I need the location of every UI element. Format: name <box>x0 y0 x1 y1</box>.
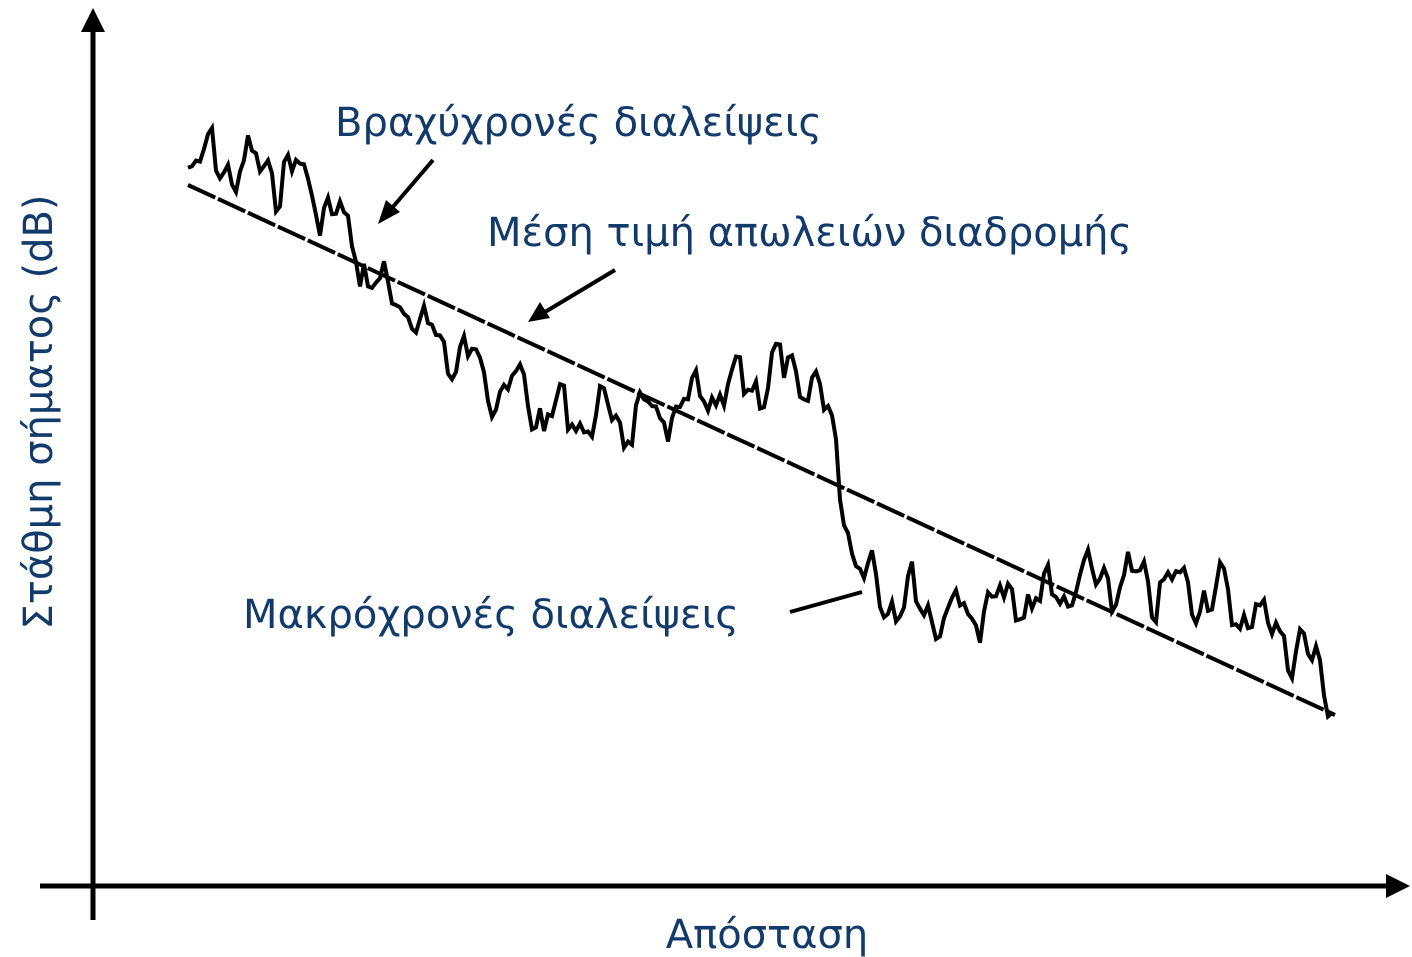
y-axis-label: Στάθμη σήματος (dB) <box>16 194 62 629</box>
pointer <box>789 590 863 614</box>
signal-curve <box>187 122 1334 721</box>
pointer-head <box>378 200 400 224</box>
x-axis-label: Απόσταση <box>666 912 868 957</box>
annotation: Μακρόχρονές διαλείψεις <box>243 592 739 638</box>
annotation: Βραχύχρονές διαλείψεις <box>335 100 822 146</box>
pointer <box>543 268 617 314</box>
annotation: Μέση τιμή απωλειών διαδρομής <box>487 210 1132 256</box>
pointer <box>390 158 435 210</box>
y-axis-arrow <box>81 8 105 32</box>
x-axis-arrow <box>1386 874 1410 898</box>
pointer-head <box>528 302 550 322</box>
